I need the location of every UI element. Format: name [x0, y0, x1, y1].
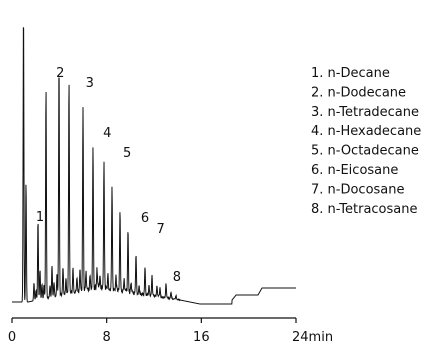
x-tick-label: 24min: [292, 330, 333, 345]
legend-item: 8. n-Tetracosane: [311, 202, 418, 217]
peak-label: 4: [103, 126, 111, 141]
peak-label: 3: [86, 76, 94, 91]
chromatogram-trace-layer: [12, 27, 296, 305]
peak-label: 6: [141, 211, 149, 226]
x-axis: 0 8 16 24min: [8, 317, 333, 345]
legend-item: 3. n-Tetradecane: [311, 105, 419, 120]
peak-label: 5: [123, 146, 131, 161]
legend: 1. n-Decane 2. n-Dodecane 3. n-Tetradecane…: [311, 66, 421, 217]
legend-item: 5. n-Octadecane: [311, 144, 419, 159]
x-tick-label: 8: [103, 330, 111, 345]
chromatogram-line: [12, 27, 296, 305]
legend-item: 7. n-Docosane: [311, 182, 405, 197]
peak-label: 2: [56, 66, 64, 81]
legend-item: 4. n-Hexadecane: [311, 124, 421, 139]
peak-label: 7: [156, 222, 164, 237]
peak-label: 1: [36, 210, 44, 225]
legend-item: 2. n-Dodecane: [311, 85, 406, 100]
x-tick-label: 16: [193, 330, 210, 345]
legend-item: 1. n-Decane: [311, 66, 390, 81]
peak-label: 8: [173, 270, 181, 285]
legend-item: 6. n-Eicosane: [311, 163, 398, 178]
x-tick-label: 0: [8, 330, 16, 345]
